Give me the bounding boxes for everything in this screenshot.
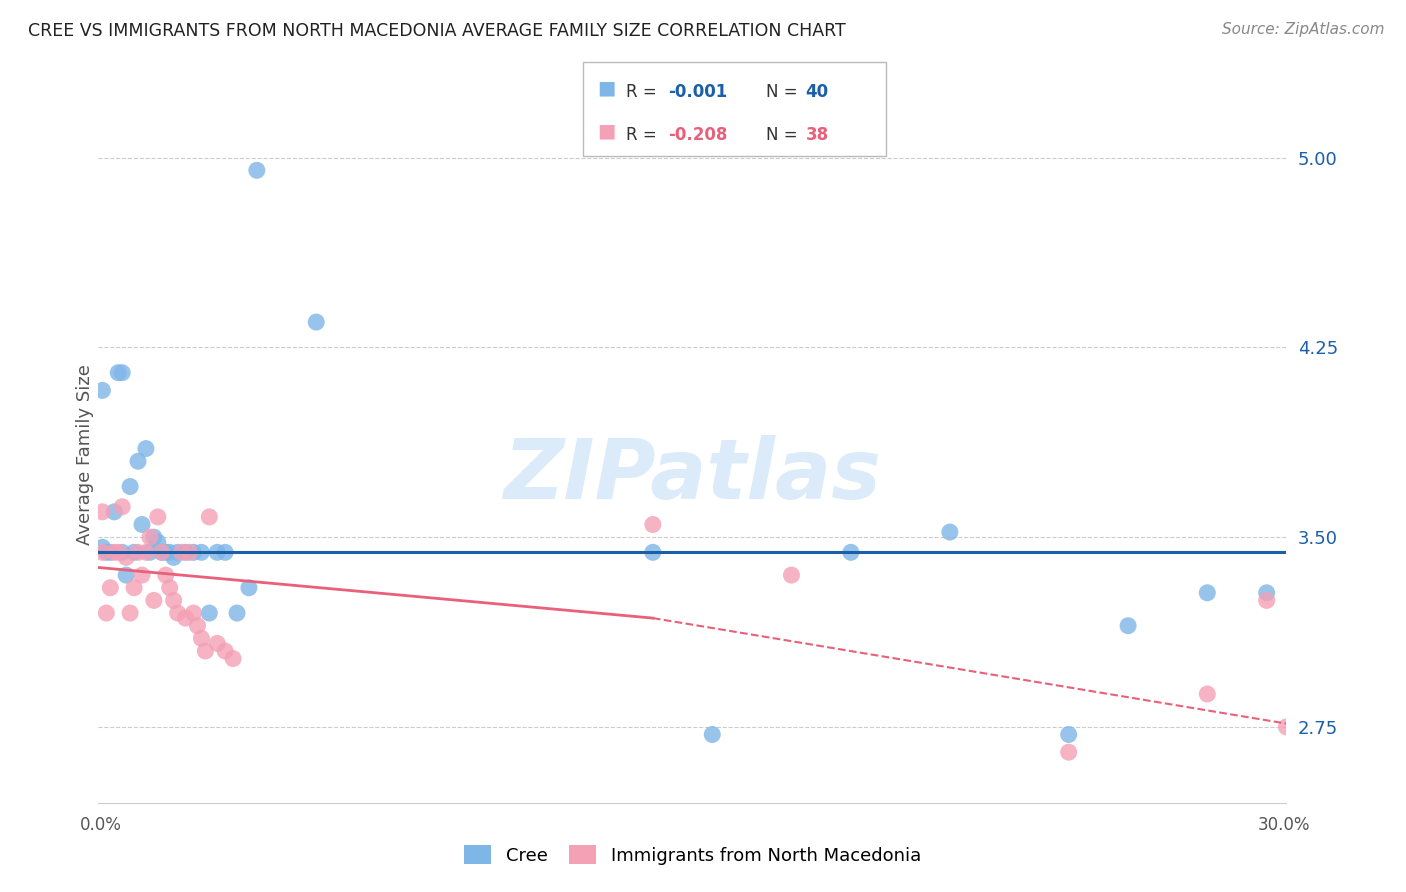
Point — [91, 384, 114, 398]
Point — [115, 550, 138, 565]
Text: 0.0%: 0.0% — [80, 816, 122, 834]
Point — [194, 644, 217, 658]
Point — [1275, 720, 1298, 734]
Point — [222, 651, 245, 665]
Point — [98, 545, 121, 559]
Point — [150, 545, 173, 559]
Point — [127, 545, 149, 559]
Point — [163, 550, 186, 565]
Point — [179, 545, 201, 559]
Point — [1116, 618, 1139, 632]
Y-axis label: Average Family Size: Average Family Size — [76, 365, 94, 545]
Point — [139, 530, 162, 544]
Text: ZIPatlas: ZIPatlas — [503, 435, 882, 516]
Point — [131, 568, 153, 582]
Text: -0.208: -0.208 — [668, 127, 727, 145]
Text: -0.001: -0.001 — [668, 84, 727, 102]
Point — [107, 545, 129, 559]
Text: ■: ■ — [598, 78, 616, 97]
Point — [127, 454, 149, 468]
Point — [1256, 593, 1278, 607]
Point — [131, 517, 153, 532]
Point — [198, 509, 221, 524]
Point — [702, 727, 724, 741]
Point — [183, 545, 205, 559]
Text: N =: N = — [766, 84, 803, 102]
Point — [246, 163, 269, 178]
Point — [214, 545, 236, 559]
Point — [166, 606, 188, 620]
Text: 30.0%: 30.0% — [1257, 816, 1310, 834]
Point — [91, 541, 114, 555]
Point — [146, 535, 169, 549]
Point — [107, 366, 129, 380]
Point — [96, 606, 118, 620]
Point — [1197, 687, 1219, 701]
Point — [166, 545, 188, 559]
Point — [305, 315, 328, 329]
Text: R =: R = — [626, 84, 662, 102]
Legend: Cree, Immigrants from North Macedonia: Cree, Immigrants from North Macedonia — [456, 837, 929, 874]
Point — [159, 581, 181, 595]
Point — [111, 366, 134, 380]
Point — [155, 568, 177, 582]
Point — [155, 545, 177, 559]
Point — [939, 525, 962, 540]
Point — [115, 568, 138, 582]
Text: 40: 40 — [806, 84, 828, 102]
Point — [170, 545, 193, 559]
Point — [186, 618, 208, 632]
Point — [174, 611, 197, 625]
Point — [91, 545, 114, 559]
Point — [142, 530, 165, 544]
Point — [163, 593, 186, 607]
Point — [120, 606, 142, 620]
Point — [238, 581, 260, 595]
Point — [183, 606, 205, 620]
Text: ■: ■ — [598, 121, 616, 141]
Point — [839, 545, 862, 559]
Point — [96, 545, 118, 559]
Text: N =: N = — [766, 127, 803, 145]
Point — [1057, 727, 1080, 741]
Point — [91, 505, 114, 519]
Point — [641, 545, 664, 559]
Point — [103, 545, 125, 559]
Point — [190, 545, 212, 559]
Point — [150, 545, 173, 559]
Point — [135, 442, 157, 456]
Point — [122, 545, 145, 559]
Point — [142, 593, 165, 607]
Point — [198, 606, 221, 620]
Point — [135, 545, 157, 559]
Point — [1197, 586, 1219, 600]
Point — [190, 632, 212, 646]
Point — [103, 505, 125, 519]
Point — [111, 500, 134, 514]
Point — [226, 606, 249, 620]
Point — [98, 581, 121, 595]
Point — [1256, 586, 1278, 600]
Text: R =: R = — [626, 127, 662, 145]
Point — [159, 545, 181, 559]
Point — [641, 517, 664, 532]
Point — [1057, 745, 1080, 759]
Point — [174, 545, 197, 559]
Point — [214, 644, 236, 658]
Text: Source: ZipAtlas.com: Source: ZipAtlas.com — [1222, 22, 1385, 37]
Point — [111, 545, 134, 559]
Text: CREE VS IMMIGRANTS FROM NORTH MACEDONIA AVERAGE FAMILY SIZE CORRELATION CHART: CREE VS IMMIGRANTS FROM NORTH MACEDONIA … — [28, 22, 846, 40]
Text: 38: 38 — [806, 127, 828, 145]
Point — [780, 568, 803, 582]
Point — [139, 545, 162, 559]
Point — [146, 509, 169, 524]
Point — [205, 636, 228, 650]
Point — [205, 545, 228, 559]
Point — [120, 479, 142, 493]
Point — [122, 581, 145, 595]
